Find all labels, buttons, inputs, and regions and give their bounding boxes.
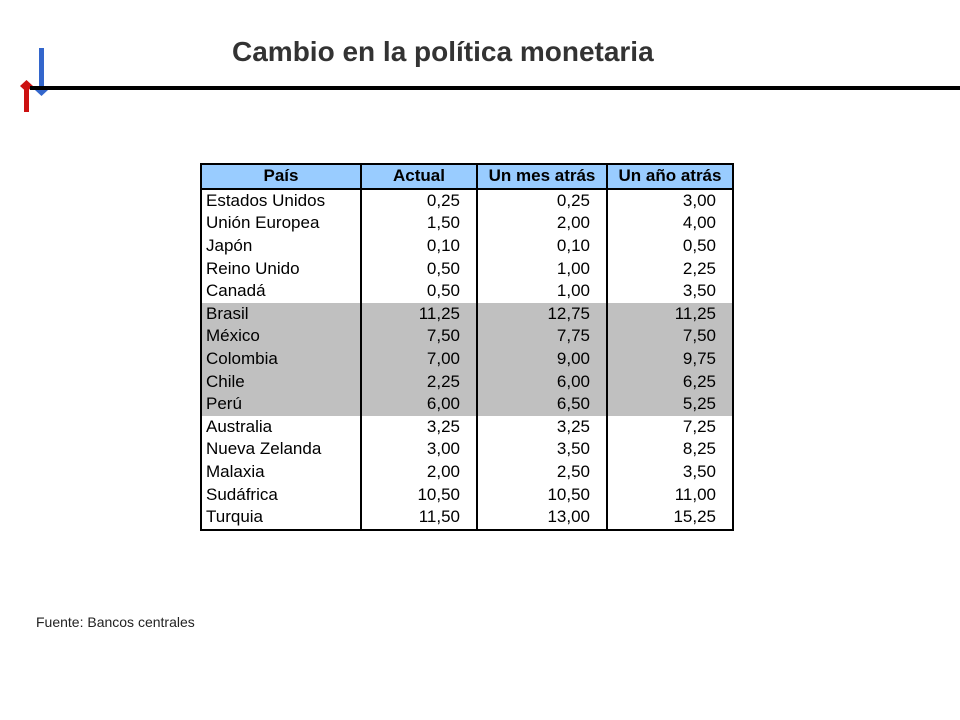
cell-un-ano-atras: 3,50	[606, 460, 734, 484]
table-row: Australia 3,25 3,25 7,25	[200, 415, 734, 439]
cell-un-mes-atras: 6,50	[476, 392, 608, 416]
table-row: Perú 6,00 6,50 5,25	[200, 392, 734, 416]
table-row: Colombia 7,00 9,00 9,75	[200, 347, 734, 371]
logo-icon	[20, 48, 48, 112]
cell-actual: 3,00	[360, 438, 478, 461]
cell-actual: 0,25	[360, 188, 478, 213]
cell-un-ano-atras: 15,25	[606, 505, 734, 530]
table-row: Nueva Zelanda 3,00 3,50 8,25	[200, 438, 734, 461]
cell-un-mes-atras: 9,00	[476, 347, 608, 371]
cell-country: Reino Unido	[200, 257, 362, 280]
table-row: Japón 0,10 0,10 0,50	[200, 234, 734, 258]
cell-un-mes-atras: 3,25	[476, 415, 608, 439]
cell-country: Unión Europea	[200, 212, 362, 235]
cell-un-ano-atras: 11,00	[606, 483, 734, 506]
cell-actual: 0,50	[360, 257, 478, 280]
cell-actual: 10,50	[360, 483, 478, 506]
cell-un-mes-atras: 13,00	[476, 505, 608, 530]
table-row: Brasil 11,25 12,75 11,25	[200, 302, 734, 326]
logo-red-diamond	[20, 80, 33, 92]
cell-un-mes-atras: 2,50	[476, 460, 608, 484]
cell-un-ano-atras: 5,25	[606, 392, 734, 416]
logo-blue-bar	[39, 48, 44, 92]
cell-un-mes-atras: 0,10	[476, 234, 608, 258]
cell-country: Chile	[200, 370, 362, 393]
cell-un-ano-atras: 2,25	[606, 257, 734, 280]
cell-actual: 6,00	[360, 392, 478, 416]
source-note: Fuente: Bancos centrales	[36, 614, 195, 630]
cell-actual: 7,50	[360, 325, 478, 348]
table-row: Canadá 0,50 1,00 3,50	[200, 279, 734, 303]
table-row: Reino Unido 0,50 1,00 2,25	[200, 257, 734, 280]
cell-country: Perú	[200, 392, 362, 416]
slide-title: Cambio en la política monetaria	[232, 36, 654, 67]
cell-un-mes-atras: 2,00	[476, 212, 608, 235]
cell-actual: 3,25	[360, 415, 478, 439]
cell-actual: 11,25	[360, 302, 478, 326]
header-pais: País	[200, 164, 362, 190]
cell-un-mes-atras: 1,00	[476, 279, 608, 303]
cell-actual: 2,00	[360, 460, 478, 484]
table-row: Estados Unidos 0,25 0,25 3,00	[200, 188, 734, 213]
table-row: México 7,50 7,75 7,50	[200, 325, 734, 348]
table-row: Turquia 11,50 13,00 15,25	[200, 505, 734, 530]
cell-country: Estados Unidos	[200, 188, 362, 213]
cell-actual: 11,50	[360, 505, 478, 530]
cell-country: Brasil	[200, 302, 362, 326]
cell-un-mes-atras: 10,50	[476, 483, 608, 506]
cell-country: Malaxia	[200, 460, 362, 484]
cell-un-mes-atras: 7,75	[476, 325, 608, 348]
cell-un-ano-atras: 4,00	[606, 212, 734, 235]
header-actual: Actual	[360, 164, 478, 190]
cell-un-ano-atras: 3,50	[606, 279, 734, 303]
cell-un-ano-atras: 0,50	[606, 234, 734, 258]
cell-actual: 7,00	[360, 347, 478, 371]
table-row: Chile 2,25 6,00 6,25	[200, 370, 734, 393]
cell-un-mes-atras: 12,75	[476, 302, 608, 326]
table-row: Unión Europea 1,50 2,00 4,00	[200, 212, 734, 235]
cell-actual: 0,10	[360, 234, 478, 258]
cell-actual: 1,50	[360, 212, 478, 235]
cell-un-ano-atras: 8,25	[606, 438, 734, 461]
cell-un-mes-atras: 1,00	[476, 257, 608, 280]
cell-country: México	[200, 325, 362, 348]
cell-un-mes-atras: 0,25	[476, 188, 608, 213]
cell-un-ano-atras: 3,00	[606, 188, 734, 213]
cell-actual: 2,25	[360, 370, 478, 393]
header-un-mes-atras: Un mes atrás	[476, 164, 608, 190]
cell-un-ano-atras: 6,25	[606, 370, 734, 393]
table-body: Estados Unidos 0,25 0,25 3,00 Unión Europea 1…	[200, 188, 734, 530]
cell-country: Turquia	[200, 505, 362, 530]
logo-red-bar	[24, 88, 29, 112]
cell-actual: 0,50	[360, 279, 478, 303]
header-un-ano-atras: Un año atrás	[606, 164, 734, 190]
policy-rate-table: País Actual Un mes atrás Un año atrás Es…	[200, 163, 734, 531]
cell-country: Sudáfrica	[200, 483, 362, 506]
cell-un-ano-atras: 7,25	[606, 415, 734, 439]
cell-un-ano-atras: 11,25	[606, 302, 734, 326]
table-row: Malaxia 2,00 2,50 3,50	[200, 460, 734, 484]
cell-un-ano-atras: 7,50	[606, 325, 734, 348]
cell-country: Japón	[200, 234, 362, 258]
cell-un-mes-atras: 6,00	[476, 370, 608, 393]
table-header-row: País Actual Un mes atrás Un año atrás	[200, 164, 734, 190]
cell-country: Canadá	[200, 279, 362, 303]
cell-country: Nueva Zelanda	[200, 438, 362, 461]
cell-country: Australia	[200, 415, 362, 439]
table-row: Sudáfrica 10,50 10,50 11,00	[200, 483, 734, 506]
title-rule	[30, 86, 960, 90]
cell-un-mes-atras: 3,50	[476, 438, 608, 461]
cell-un-ano-atras: 9,75	[606, 347, 734, 371]
cell-country: Colombia	[200, 347, 362, 371]
